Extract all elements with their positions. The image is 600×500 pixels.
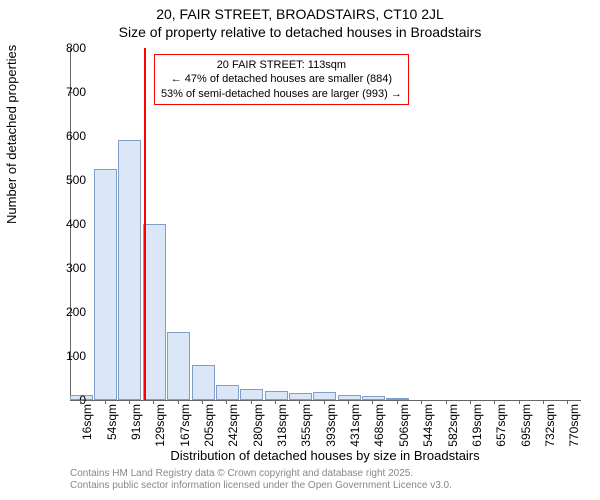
annotation-line: 20 FAIR STREET: 113sqm — [161, 58, 402, 72]
x-tick-label: 167sqm — [178, 404, 192, 454]
x-tick-mark — [251, 400, 252, 404]
x-tick-label: 619sqm — [470, 404, 484, 454]
annotation-box: 20 FAIR STREET: 113sqm← 47% of detached … — [154, 54, 409, 105]
x-tick-label: 280sqm — [251, 404, 265, 454]
x-tick-mark — [324, 400, 325, 404]
y-tick-label: 200 — [46, 305, 86, 319]
x-tick-mark — [519, 400, 520, 404]
y-tick-mark — [70, 312, 74, 313]
x-tick-mark — [494, 400, 495, 404]
x-tick-mark — [470, 400, 471, 404]
x-tick-label: 242sqm — [226, 404, 240, 454]
x-tick-mark — [372, 400, 373, 404]
x-tick-mark — [397, 400, 398, 404]
x-tick-label: 657sqm — [494, 404, 508, 454]
property-marker-line — [144, 48, 146, 400]
x-tick-label: 431sqm — [348, 404, 362, 454]
y-tick-label: 500 — [46, 173, 86, 187]
x-tick-label: 205sqm — [202, 404, 216, 454]
footer-text: Contains HM Land Registry data © Crown c… — [70, 468, 452, 492]
histogram-bar — [94, 169, 117, 400]
x-tick-label: 732sqm — [543, 404, 557, 454]
x-tick-label: 16sqm — [80, 404, 94, 454]
histogram-bar — [118, 140, 141, 400]
x-tick-mark — [226, 400, 227, 404]
x-tick-label: 582sqm — [446, 404, 460, 454]
y-tick-label: 800 — [46, 41, 86, 55]
y-tick-label: 400 — [46, 217, 86, 231]
histogram-bar — [362, 396, 385, 400]
histogram-bar — [386, 398, 409, 400]
x-tick-label: 54sqm — [105, 404, 119, 454]
histogram-bar — [216, 385, 239, 400]
histogram-bar — [240, 389, 263, 400]
y-tick-mark — [70, 48, 74, 49]
x-axis-label: Distribution of detached houses by size … — [70, 448, 580, 463]
x-tick-mark — [543, 400, 544, 404]
y-tick-label: 300 — [46, 261, 86, 275]
x-tick-mark — [275, 400, 276, 404]
x-tick-mark — [129, 400, 130, 404]
y-axis-label: Number of detached properties — [4, 45, 19, 224]
x-tick-label: 393sqm — [324, 404, 338, 454]
histogram-bar — [289, 393, 312, 400]
y-tick-mark — [70, 92, 74, 93]
histogram-bar — [192, 365, 215, 400]
x-tick-mark — [421, 400, 422, 404]
y-tick-mark — [70, 136, 74, 137]
y-tick-mark — [70, 400, 74, 401]
x-tick-label: 695sqm — [519, 404, 533, 454]
histogram-bar — [265, 391, 288, 400]
x-tick-mark — [80, 400, 81, 404]
x-tick-mark — [105, 400, 106, 404]
x-tick-label: 770sqm — [567, 404, 581, 454]
x-tick-label: 318sqm — [275, 404, 289, 454]
chart-container: 20, FAIR STREET, BROADSTAIRS, CT10 2JL S… — [0, 0, 600, 500]
x-tick-label: 468sqm — [372, 404, 386, 454]
histogram-bar — [338, 395, 361, 400]
x-tick-label: 129sqm — [153, 404, 167, 454]
y-tick-mark — [70, 268, 74, 269]
plot-area: 20 FAIR STREET: 113sqm← 47% of detached … — [70, 48, 581, 401]
y-tick-label: 600 — [46, 129, 86, 143]
x-tick-mark — [202, 400, 203, 404]
x-tick-mark — [299, 400, 300, 404]
annotation-line: ← 47% of detached houses are smaller (88… — [161, 72, 402, 86]
x-tick-label: 506sqm — [397, 404, 411, 454]
histogram-bar — [313, 392, 336, 400]
y-tick-label: 700 — [46, 85, 86, 99]
x-tick-mark — [446, 400, 447, 404]
footer-line-1: Contains HM Land Registry data © Crown c… — [70, 468, 452, 480]
y-tick-mark — [70, 180, 74, 181]
title-line-1: 20, FAIR STREET, BROADSTAIRS, CT10 2JL — [0, 6, 600, 22]
x-tick-mark — [178, 400, 179, 404]
annotation-line: 53% of semi-detached houses are larger (… — [161, 87, 402, 101]
histogram-bar — [143, 224, 166, 400]
x-tick-label: 544sqm — [421, 404, 435, 454]
y-tick-label: 100 — [46, 349, 86, 363]
title-line-2: Size of property relative to detached ho… — [0, 24, 600, 40]
x-tick-label: 91sqm — [129, 404, 143, 454]
x-tick-label: 355sqm — [299, 404, 313, 454]
x-tick-mark — [567, 400, 568, 404]
footer-line-2: Contains public sector information licen… — [70, 480, 452, 492]
histogram-bar — [167, 332, 190, 400]
x-tick-mark — [153, 400, 154, 404]
y-tick-mark — [70, 224, 74, 225]
x-tick-mark — [348, 400, 349, 404]
y-tick-mark — [70, 356, 74, 357]
